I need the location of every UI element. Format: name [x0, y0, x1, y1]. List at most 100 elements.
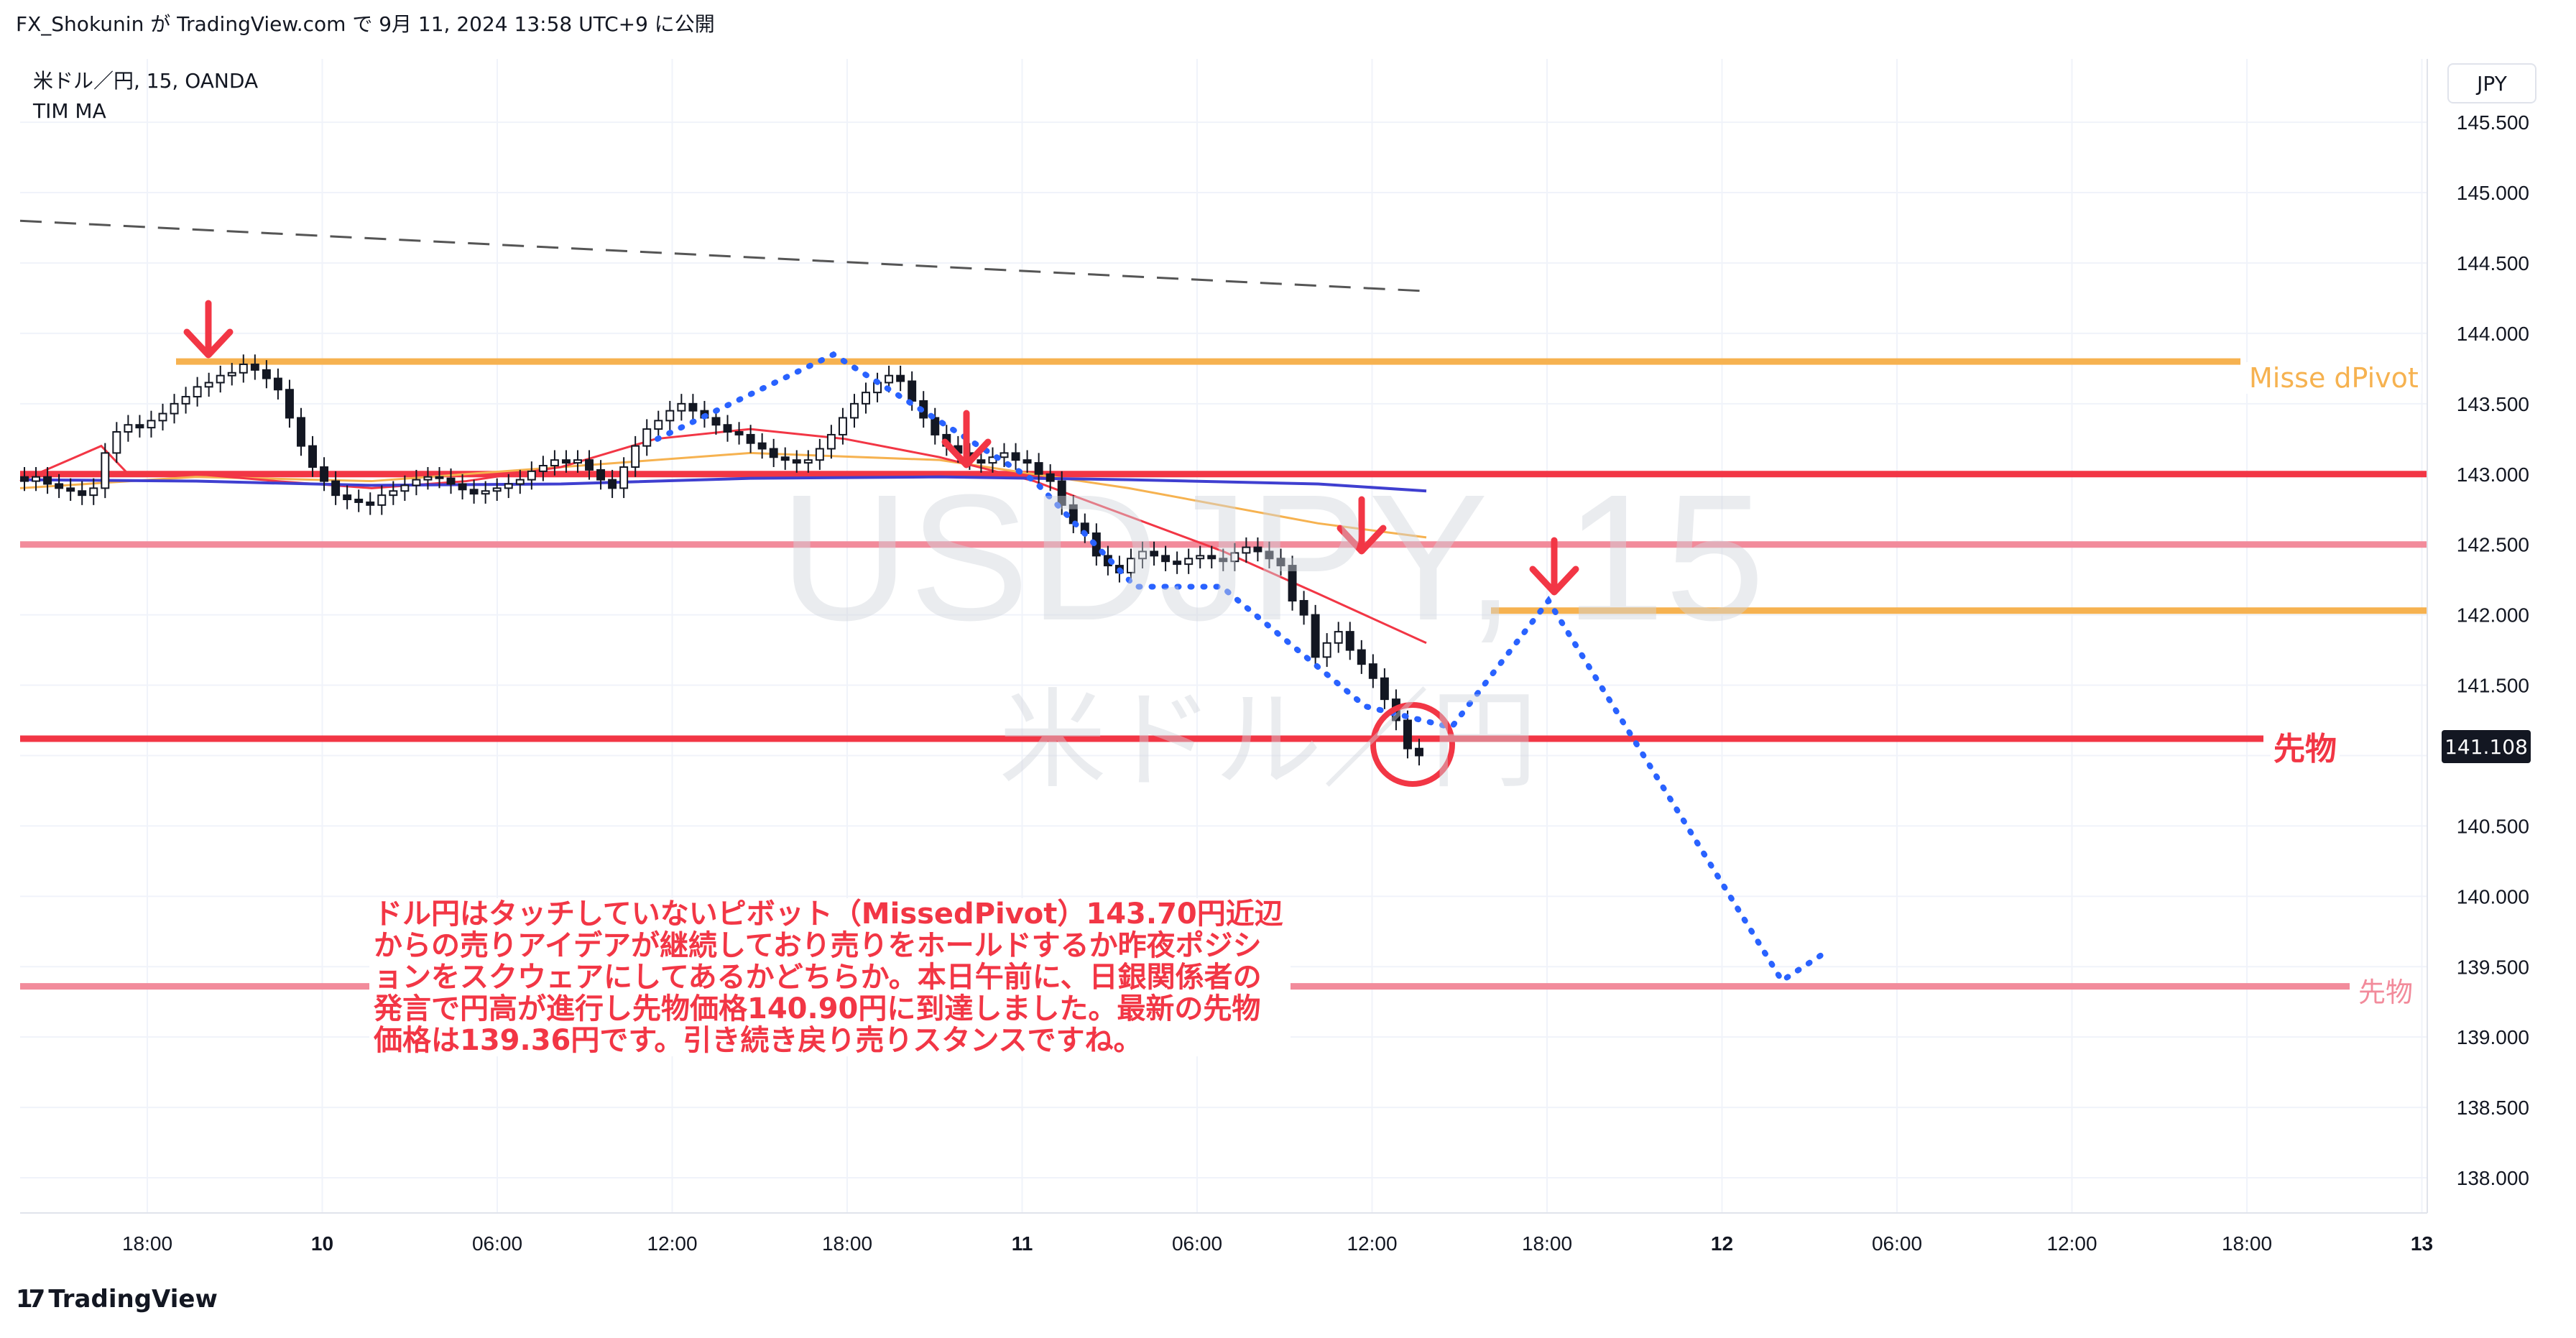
candle: [780, 447, 790, 470]
candle-body: [1403, 719, 1412, 749]
annotation-marks: [183, 300, 1579, 787]
candle: [504, 474, 513, 499]
candle-body: [665, 410, 675, 422]
down-arrow-icon: [941, 410, 992, 469]
price-tick-label: 144.500: [2457, 252, 2529, 274]
candle-body: [1011, 452, 1020, 461]
candle: [147, 410, 156, 438]
time-tick-label: 18:00: [822, 1232, 872, 1255]
time-tick-label: 10: [311, 1232, 333, 1255]
time-axis[interactable]: 18:00 10 06:00 12:00 18:00 11 06:00 12:00 18:00 1…: [20, 1212, 2433, 1255]
indicator-name[interactable]: TIM MA: [33, 99, 106, 123]
dashed-trendline: [19, 219, 1427, 292]
candle-body: [1173, 560, 1182, 566]
candle: [297, 407, 305, 456]
candle-body: [1138, 550, 1147, 560]
candle: [469, 479, 479, 504]
currency-button[interactable]: JPY: [2447, 63, 2536, 103]
candle: [181, 387, 190, 414]
time-tick-label: 18:00: [122, 1232, 172, 1255]
time-tick-label: 12:00: [647, 1232, 697, 1255]
time-tick-label: 12:00: [2046, 1232, 2097, 1255]
symbol-title[interactable]: 米ドル／円, 15, OANDA: [33, 69, 259, 93]
candle-body: [481, 490, 490, 495]
price-tick-label: 142.000: [2457, 604, 2529, 627]
price-tick-label: 140.000: [2457, 885, 2529, 908]
candle: [688, 394, 698, 421]
candle-body: [746, 433, 755, 444]
candle-body: [101, 452, 110, 489]
candle: [665, 400, 675, 431]
candle: [873, 372, 882, 402]
down-arrow-icon: [1529, 537, 1579, 596]
time-tick-label: 13: [2411, 1232, 2433, 1255]
time-tick-label: 12:00: [1347, 1232, 1397, 1255]
candle: [596, 460, 606, 490]
candle: [803, 450, 813, 473]
symbol-legend[interactable]: 米ドル／円, 15, OANDA TIM MA: [33, 66, 258, 126]
candle-body: [1150, 550, 1159, 557]
candle-body: [734, 431, 744, 435]
candle-body: [931, 417, 940, 435]
candle-body: [400, 484, 410, 492]
candle: [1415, 738, 1423, 766]
candle-body: [446, 477, 456, 485]
candle-body: [538, 465, 548, 472]
candle-body: [1299, 600, 1308, 616]
price-tick-label: 143.500: [2457, 393, 2529, 415]
candle: [862, 382, 870, 414]
horizontal-levels: [20, 358, 2427, 990]
candle-body: [343, 494, 352, 501]
candle-body: [711, 417, 721, 426]
candle-body: [1253, 546, 1262, 553]
candle: [746, 425, 755, 453]
candle-body: [815, 448, 824, 461]
candle: [1207, 545, 1217, 568]
candle-body: [193, 386, 202, 398]
candle-body: [619, 466, 629, 489]
candle-body: [377, 494, 387, 506]
price-axis[interactable]: 145.500 145.000 144.500 144.000 143.500 143.0…: [2427, 59, 2529, 1213]
candle: [389, 481, 398, 505]
candle: [43, 466, 52, 494]
candle: [723, 415, 732, 442]
candle-body: [780, 456, 790, 461]
candle-body: [1126, 558, 1135, 573]
candle: [250, 354, 259, 380]
candle-body: [1161, 555, 1171, 563]
candle-body: [492, 487, 502, 492]
candle: [677, 394, 686, 421]
candle-body: [677, 402, 686, 412]
candle-body: [55, 483, 64, 489]
candle-body: [1345, 631, 1354, 651]
candle-body: [1022, 459, 1032, 464]
price-tick-label: 138.000: [2457, 1167, 2529, 1189]
candle-body: [769, 448, 778, 458]
candle: [66, 478, 75, 501]
candle: [1345, 622, 1354, 660]
projection-path: [655, 351, 1828, 985]
candle: [792, 450, 801, 473]
candle-body: [642, 428, 652, 447]
futures-label: 先物: [2271, 723, 2340, 769]
candle: [527, 461, 536, 490]
candle: [757, 433, 767, 459]
tradingview-logo[interactable]: 17 TradingView: [16, 1285, 218, 1314]
candle: [1253, 537, 1262, 562]
candle-body: [1184, 558, 1194, 566]
candle-body: [977, 459, 986, 464]
candle-body: [204, 382, 213, 388]
candle-body: [688, 402, 698, 412]
candle: [1173, 551, 1182, 574]
candle-body: [515, 479, 525, 485]
candle: [1196, 545, 1205, 568]
candle: [1126, 548, 1135, 583]
candle-body: [43, 476, 52, 485]
candle-body: [273, 377, 282, 391]
candle: [538, 456, 548, 481]
candle-body: [1034, 462, 1043, 475]
time-tick-label: 11: [1012, 1232, 1033, 1255]
watermark-symbol: USDJPY, 15: [780, 457, 1765, 658]
candle: [216, 365, 225, 393]
